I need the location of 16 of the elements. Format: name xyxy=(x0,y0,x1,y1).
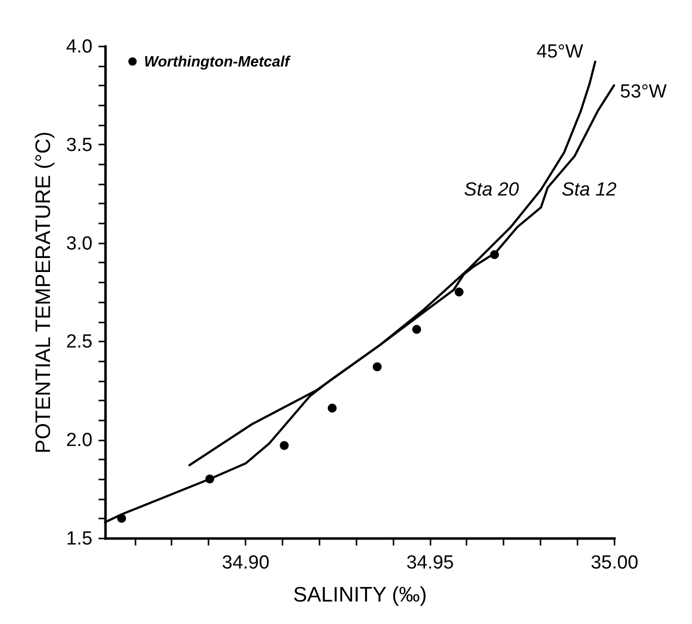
series-label: 53°W xyxy=(620,81,667,102)
x-tick-label: 35.00 xyxy=(590,552,638,574)
x-axis-title: SALINITY (‰) xyxy=(293,584,427,606)
x-tick-label: 34.95 xyxy=(406,552,454,574)
y-tick-label: 4.0 xyxy=(66,36,92,58)
series-label: 45°W xyxy=(536,42,584,63)
legend-label: Worthington-Metcalf xyxy=(144,54,292,70)
y-tick-label: 2.0 xyxy=(66,430,92,452)
y-axis-title: POTENTIAL TEMPERATURE (°C) xyxy=(32,132,56,454)
annotation: Sta 12 xyxy=(562,180,617,201)
y-tick-label: 2.5 xyxy=(66,332,92,353)
y-tick-label: 3.5 xyxy=(66,134,92,156)
annotation: Sta 20 xyxy=(464,180,520,201)
y-tick-label: 1.5 xyxy=(66,528,92,550)
x-tick-label: 34.90 xyxy=(222,552,270,574)
y-tick-label: 3.0 xyxy=(66,233,92,254)
